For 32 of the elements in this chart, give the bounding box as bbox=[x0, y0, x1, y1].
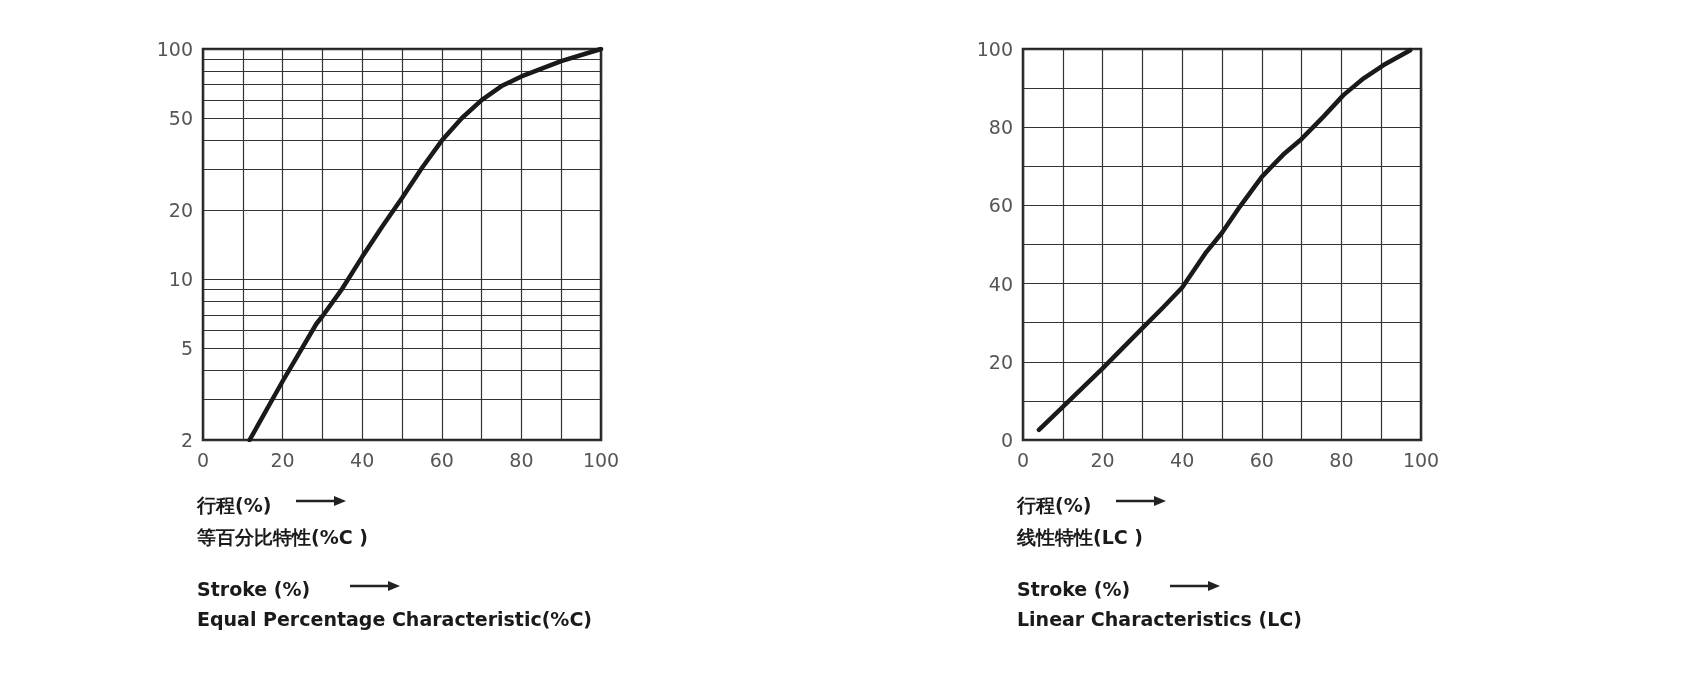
text: 行程(%) bbox=[1017, 493, 1092, 518]
y-tick-label: 5 bbox=[180, 337, 193, 360]
text: 行程(%) bbox=[197, 493, 272, 518]
text: Equal Percentage Characteristic(%C) bbox=[197, 608, 593, 630]
x-tick-label: 40 bbox=[1170, 448, 1195, 471]
x-tick-label: 0 bbox=[1016, 448, 1030, 471]
text: 等百分比特性(%C ) bbox=[197, 525, 368, 550]
x-tick-label: 20 bbox=[1090, 448, 1115, 471]
y-tick-label: 100 bbox=[156, 38, 193, 60]
y-tick-label: 10 bbox=[168, 268, 193, 291]
x-tick-label: 100 bbox=[1402, 448, 1440, 471]
y-tick-label: 2 bbox=[180, 429, 193, 451]
y-tick-label: 80 bbox=[988, 116, 1013, 139]
text: Stroke (%) bbox=[197, 578, 311, 600]
y-tick-label: 50 bbox=[168, 107, 193, 130]
x-tick-label: 20 bbox=[270, 448, 295, 471]
y-tick-label: 20 bbox=[168, 198, 193, 221]
y-tick-label: 20 bbox=[988, 350, 1013, 373]
x-tick-label: 80 bbox=[509, 448, 534, 471]
y-tick-label: 0 bbox=[1000, 429, 1013, 451]
text: Linear Characteristics (LC) bbox=[1017, 608, 1302, 630]
text: 线性特性(LC ) bbox=[1017, 525, 1144, 550]
x-tick-label: 0 bbox=[196, 448, 210, 471]
x-tick-label: 60 bbox=[1249, 448, 1274, 471]
x-tick-label: 60 bbox=[429, 448, 454, 471]
x-tick-label: 100 bbox=[582, 448, 620, 471]
x-tick-label: 80 bbox=[1329, 448, 1354, 471]
y-tick-label: 60 bbox=[988, 194, 1013, 217]
x-tick-label: 40 bbox=[350, 448, 375, 471]
y-tick-label: 40 bbox=[988, 272, 1013, 295]
y-tick-label: 100 bbox=[976, 38, 1013, 60]
text: Stroke (%) bbox=[1017, 578, 1131, 600]
